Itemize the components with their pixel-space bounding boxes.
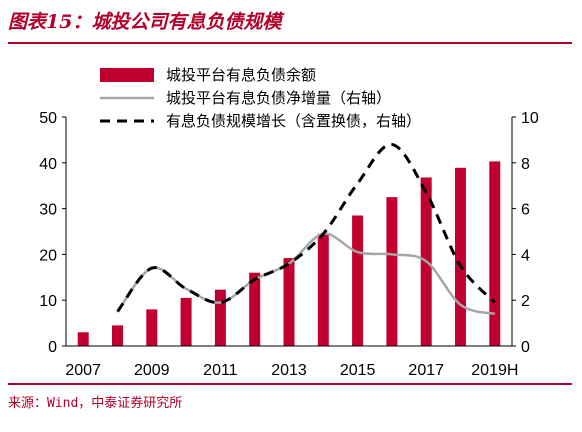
y-left-tick-label: 20 bbox=[39, 247, 57, 264]
bar-2012 bbox=[249, 272, 261, 346]
bar-2015 bbox=[352, 215, 364, 346]
y-left-tick-label: 40 bbox=[39, 156, 57, 173]
x-tick-label: 2011 bbox=[203, 362, 238, 379]
bar-series bbox=[77, 161, 501, 346]
bar-2011 bbox=[214, 289, 226, 346]
y-right-tick-label: 4 bbox=[521, 247, 530, 264]
bar-2008 bbox=[112, 325, 123, 346]
axes bbox=[62, 116, 516, 347]
tick-labels: 0 10 20 30 40 50 0 2 4 6 8 10 2007 2009 2011 2013 2015 20… bbox=[39, 110, 539, 379]
legend-label: 城投平台有息负债净增量（右轴） bbox=[166, 89, 391, 107]
y-right-tick-label: 2 bbox=[521, 293, 530, 310]
x-tick-label: 2013 bbox=[271, 362, 307, 379]
x-tick-label: 2015 bbox=[340, 362, 376, 379]
legend-swatch-bar bbox=[100, 68, 154, 82]
y-right-tick-label: 10 bbox=[521, 110, 539, 127]
y-right-tick-label: 8 bbox=[521, 156, 530, 173]
y-right-tick-label: 6 bbox=[521, 202, 530, 219]
bar-2010 bbox=[180, 297, 192, 346]
line-series bbox=[116, 143, 496, 316]
x-tick-label: 2007 bbox=[65, 362, 101, 379]
y-left-tick-label: 10 bbox=[39, 293, 57, 310]
chart-title: 图表15：城投公司有息负债规模 bbox=[8, 11, 282, 33]
legend-label: 有息负债规模增长（含置换债，右轴） bbox=[166, 112, 421, 130]
net-increase-line bbox=[116, 232, 496, 316]
bar-2009 bbox=[146, 309, 158, 346]
y-left-tick-label: 0 bbox=[48, 339, 57, 356]
y-left-tick-label: 30 bbox=[39, 202, 57, 219]
bar-2018 bbox=[455, 167, 466, 346]
y-right-tick-label: 0 bbox=[521, 339, 530, 356]
source-note: 来源：Wind，中泰证券研究所 bbox=[8, 396, 183, 411]
bar-2014 bbox=[317, 233, 329, 346]
legend-label: 城投平台有息负债余额 bbox=[166, 66, 316, 84]
source-divider bbox=[8, 383, 572, 385]
title-divider bbox=[8, 42, 572, 44]
x-tick-label: 2009 bbox=[134, 362, 170, 379]
growth-incl-replacement-line bbox=[116, 143, 496, 313]
bar-2019H bbox=[489, 161, 501, 346]
bar-2016 bbox=[386, 197, 398, 346]
x-tick-label: 2017 bbox=[408, 362, 444, 379]
bar-2007 bbox=[77, 332, 89, 346]
y-left-tick-label: 50 bbox=[39, 110, 57, 127]
x-tick-label: 2019H bbox=[471, 362, 518, 379]
bar-2013 bbox=[283, 258, 295, 346]
